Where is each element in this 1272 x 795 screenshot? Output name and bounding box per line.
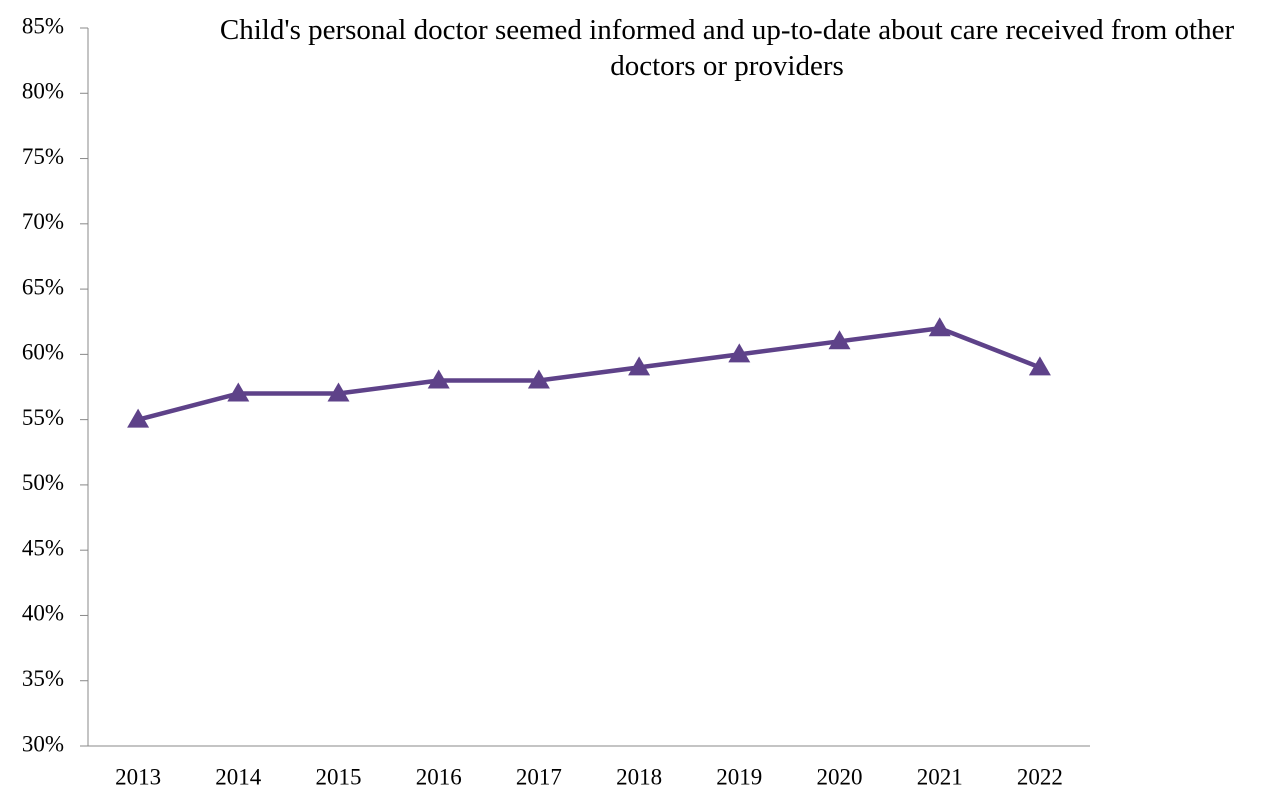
x-tick-label: 2014 (215, 764, 262, 789)
y-tick-label: 45% (22, 535, 64, 560)
x-tick-label: 2020 (817, 764, 863, 789)
x-tick-label: 2022 (1017, 764, 1063, 789)
data-line (137, 326, 1041, 422)
marker (327, 382, 350, 402)
y-tick-label: 60% (22, 340, 64, 365)
y-tick-label: 30% (22, 731, 64, 756)
y-tick-label: 35% (22, 666, 64, 691)
x-tick-label: 2013 (115, 764, 161, 789)
marker (828, 330, 851, 350)
y-tick-label: 75% (22, 144, 64, 169)
y-tick-label: 55% (22, 405, 64, 430)
marker (728, 343, 751, 363)
y-tick-label: 65% (22, 274, 64, 299)
x-tick-label: 2017 (516, 764, 562, 789)
marker (127, 408, 150, 428)
chart-title: Child's personal doctor seemed informed … (219, 14, 1235, 82)
x-tick-label: 2021 (917, 764, 963, 789)
marker (427, 369, 450, 389)
y-tick-label: 40% (22, 601, 64, 626)
marker (928, 317, 951, 337)
y-tick-label: 70% (22, 209, 64, 234)
x-tick-label: 2019 (716, 764, 762, 789)
marker (227, 382, 250, 402)
y-tick-label: 50% (22, 470, 64, 495)
x-tick-label: 2018 (616, 764, 662, 789)
x-tick-label: 2015 (316, 764, 362, 789)
y-tick-label: 85% (22, 13, 64, 38)
marker (1028, 356, 1051, 376)
marker (527, 369, 550, 389)
marker (628, 356, 651, 376)
y-tick-label: 80% (22, 79, 64, 104)
x-tick-label: 2016 (416, 764, 462, 789)
